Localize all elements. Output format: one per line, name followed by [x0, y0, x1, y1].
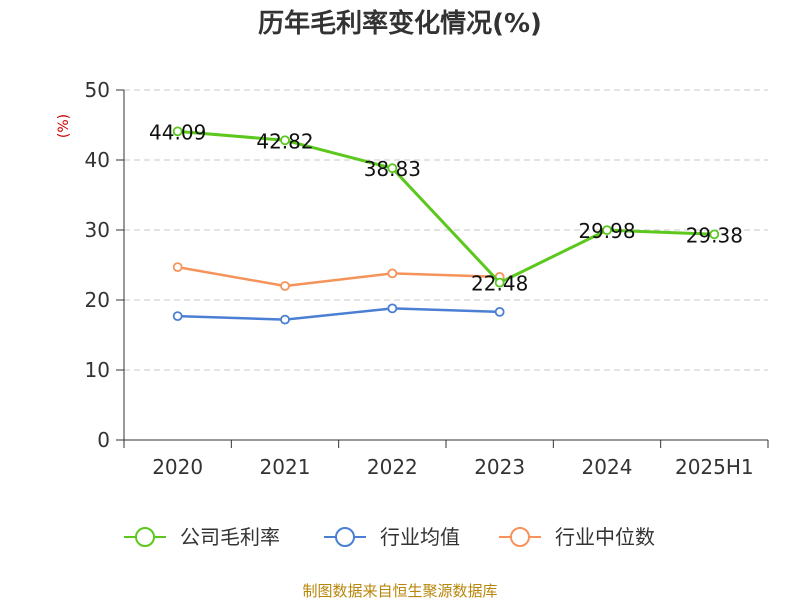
series-lines	[172, 126, 720, 325]
series-0	[172, 126, 720, 288]
data-label: 44.09	[149, 120, 206, 144]
data-label: 22.48	[471, 272, 528, 296]
x-tick-label: 2023	[474, 455, 525, 479]
legend-label: 行业中位数	[555, 525, 655, 549]
data-point	[387, 163, 398, 174]
gridlines	[124, 89, 768, 371]
x-tick-label: 2024	[582, 455, 633, 479]
data-point	[387, 303, 398, 314]
y-tick-label: 40	[85, 148, 110, 172]
data-point	[494, 306, 505, 317]
legend-marker	[135, 527, 155, 547]
y-tick-label: 0	[97, 428, 110, 452]
y-tick-label: 10	[85, 358, 110, 382]
source-note: 制图数据来自恒生聚源数据库	[302, 582, 497, 600]
legend-item: 行业中位数	[499, 525, 655, 549]
axes: 0 10 20 30 40 50 2020 2021 2022 2023 2024 2025H1	[85, 78, 769, 479]
series-line	[177, 129, 715, 285]
data-point	[387, 268, 398, 279]
data-point	[172, 126, 183, 137]
legend-item: 行业均值	[324, 525, 460, 549]
y-tick-label: 20	[85, 288, 110, 312]
legend-label: 行业均值	[380, 525, 460, 549]
data-point	[280, 314, 290, 325]
y-tick-label: 50	[85, 78, 110, 102]
data-label: 38.83	[364, 157, 421, 181]
data-point	[494, 277, 505, 288]
data-point	[172, 262, 183, 273]
data-point	[280, 135, 290, 146]
data-label: 42.82	[256, 129, 313, 153]
legend: 公司毛利率 行业均值 行业中位数	[124, 525, 655, 549]
data-label: 29.98	[578, 219, 635, 243]
y-axis-unit-label: (%)	[56, 114, 72, 138]
data-point	[280, 281, 290, 291]
series-line	[177, 265, 500, 288]
legend-marker	[335, 527, 355, 547]
data-labels: 44.09 42.82 38.83 22.48 29.98 29.38	[149, 120, 743, 295]
series-2	[172, 262, 505, 291]
x-tick-label: 2021	[260, 455, 311, 479]
y-tick-label: 30	[85, 218, 110, 242]
data-point	[172, 311, 183, 322]
legend-label: 公司毛利率	[180, 525, 280, 549]
x-tick-label: 2020	[152, 455, 203, 479]
series-line	[177, 307, 500, 321]
legend-marker	[510, 527, 530, 547]
legend-item: 公司毛利率	[124, 525, 280, 549]
x-tick-label: 2025H1	[675, 455, 754, 479]
chart-title: 历年毛利率变化情况(%)	[258, 8, 542, 39]
data-point	[709, 229, 720, 240]
x-tick-label: 2022	[367, 455, 418, 479]
data-point	[602, 225, 612, 236]
series-1	[172, 303, 505, 325]
data-label: 29.38	[686, 223, 743, 247]
